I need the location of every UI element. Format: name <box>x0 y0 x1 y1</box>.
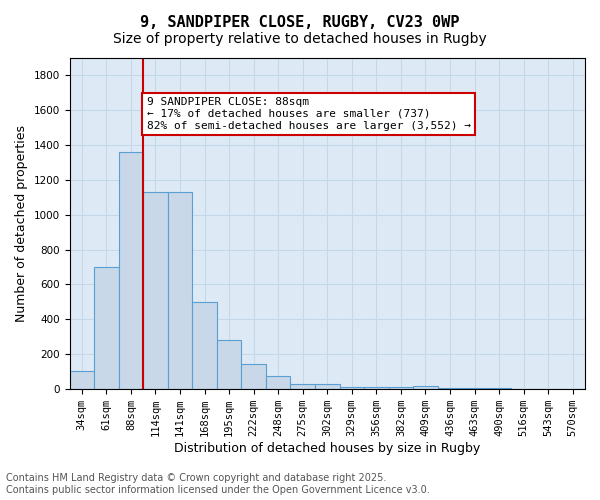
Text: Contains HM Land Registry data © Crown copyright and database right 2025.
Contai: Contains HM Land Registry data © Crown c… <box>6 474 430 495</box>
Bar <box>340 388 364 389</box>
Bar <box>438 388 462 389</box>
Bar <box>168 192 192 389</box>
Y-axis label: Number of detached properties: Number of detached properties <box>15 125 28 322</box>
Bar <box>94 267 119 389</box>
Bar <box>217 340 241 389</box>
Bar <box>192 302 217 389</box>
Bar <box>70 371 94 389</box>
Text: Size of property relative to detached houses in Rugby: Size of property relative to detached ho… <box>113 32 487 46</box>
Bar <box>487 388 511 389</box>
Bar <box>413 386 438 389</box>
Bar <box>241 364 266 389</box>
Bar <box>143 192 168 389</box>
Bar <box>389 388 413 389</box>
Bar <box>290 384 315 389</box>
Bar <box>266 376 290 389</box>
Bar <box>364 388 389 389</box>
Bar <box>119 152 143 389</box>
Text: 9, SANDPIPER CLOSE, RUGBY, CV23 0WP: 9, SANDPIPER CLOSE, RUGBY, CV23 0WP <box>140 15 460 30</box>
Bar <box>462 388 487 389</box>
Text: 9 SANDPIPER CLOSE: 88sqm
← 17% of detached houses are smaller (737)
82% of semi-: 9 SANDPIPER CLOSE: 88sqm ← 17% of detach… <box>147 98 471 130</box>
Bar <box>315 384 340 389</box>
X-axis label: Distribution of detached houses by size in Rugby: Distribution of detached houses by size … <box>174 442 481 455</box>
